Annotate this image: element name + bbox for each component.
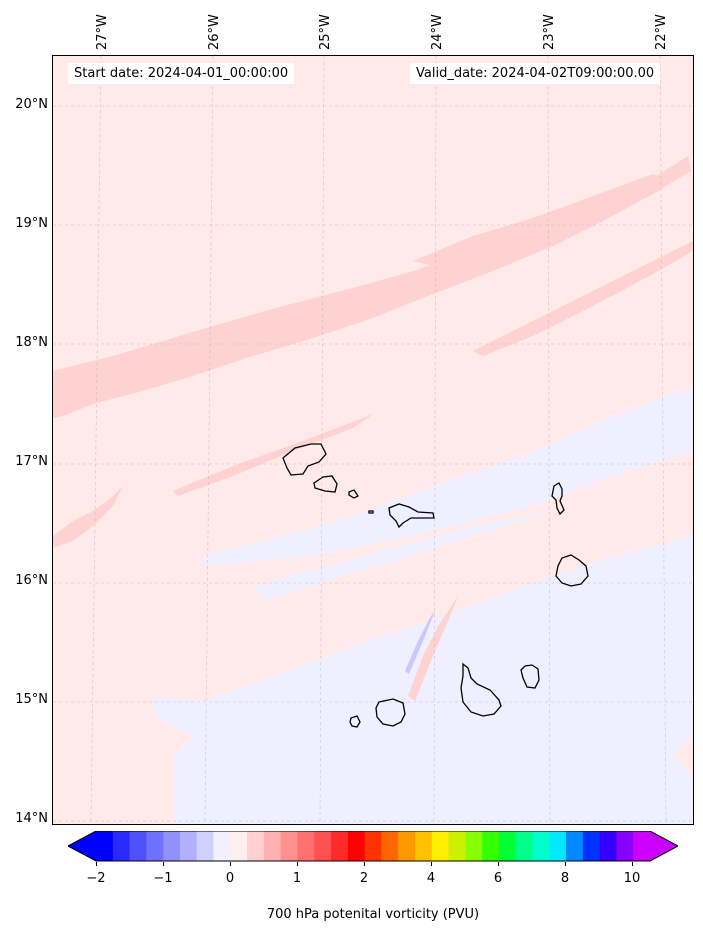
colorbar-segment: [431, 831, 450, 861]
pv-band-upper: [413, 174, 663, 266]
colorbar-tick-label: 4: [426, 871, 436, 886]
pv-band-secondary: [473, 241, 693, 356]
colorbar-under-triangle: [68, 831, 96, 861]
colorbar-segment: [448, 831, 466, 861]
island-raso: [368, 510, 374, 514]
colorbar-segment: [112, 831, 131, 861]
island-santo-antao: [282, 443, 327, 476]
colorbar-tick-label: 8: [560, 871, 570, 886]
colorbar-segment: [263, 831, 282, 861]
colorbar-tickmark: [632, 862, 633, 866]
island-santiago: [460, 662, 502, 717]
colorbar-tick-label: 6: [493, 871, 503, 886]
lat-label-20n: 20°N: [15, 97, 48, 112]
lat-label-14n: 14°N: [15, 811, 48, 826]
colorbar-segment: [465, 831, 483, 861]
island-boa-vista: [555, 554, 589, 587]
colorbar: [68, 831, 678, 862]
colorbar-segment: [297, 831, 315, 861]
colorbar-segment: [163, 831, 181, 861]
colorbar-tick-label: 0: [225, 871, 235, 886]
colorbar-segment: [549, 831, 567, 861]
island-brava: [349, 715, 361, 728]
lon-label-23w: 23°W: [542, 14, 557, 50]
colorbar-segment: [414, 831, 433, 861]
pv-filament-blue: [405, 611, 435, 674]
lat-label-19n: 19°N: [15, 216, 48, 231]
colorbar-tickmark: [498, 862, 499, 866]
colorbar-outline: [68, 831, 678, 862]
colorbar-segment: [213, 831, 231, 861]
lon-label-27w: 27°W: [95, 14, 110, 50]
island-sao-nicolau: [388, 503, 435, 529]
lat-label-15n: 15°N: [15, 692, 48, 707]
lon-label-25w: 25°W: [318, 14, 333, 50]
colorbar-segment: [146, 831, 164, 861]
colorbar-tickmark: [230, 862, 231, 866]
island-fogo: [375, 698, 406, 727]
colorbar-tickmark: [96, 862, 97, 866]
colorbar-segment: [347, 831, 366, 861]
lat-label-18n: 18°N: [15, 335, 48, 350]
island-santa-luzia: [348, 489, 359, 499]
colorbar-tickmark: [431, 862, 432, 866]
colorbar-segment: [498, 831, 517, 861]
colorbar-segment: [482, 831, 500, 861]
island-sal: [551, 482, 565, 516]
colorbar-segment: [331, 831, 349, 861]
colorbar-segment: [129, 831, 147, 861]
islands: [282, 443, 589, 728]
colorbar-segment: [179, 831, 198, 861]
island-sao-vicente: [313, 475, 338, 493]
colorbar-segment: [381, 831, 399, 861]
pv-band-mid: [173, 414, 373, 496]
colorbar-segment: [364, 831, 382, 861]
colorbar-tickmark: [565, 862, 566, 866]
colorbar-segment: [247, 831, 265, 861]
negative-pv-streak: [253, 511, 553, 601]
colorbar-segment: [566, 831, 584, 861]
valid-date-label: Valid_date: 2024-04-02T09:00:00.00: [410, 63, 661, 84]
colorbar-segment: [196, 831, 215, 861]
colorbar-tick-label: −1: [153, 871, 173, 886]
lon-label-26w: 26°W: [207, 14, 222, 50]
colorbar-tickmark: [163, 862, 164, 866]
colorbar-segment: [314, 831, 332, 861]
lon-label-22w: 22°W: [654, 14, 669, 50]
lon-label-24w: 24°W: [430, 14, 445, 50]
colorbar-segment: [515, 831, 533, 861]
lat-label-17n: 17°N: [15, 454, 48, 469]
lat-label-16n: 16°N: [15, 573, 48, 588]
negative-pv-region: [153, 386, 693, 824]
colorbar-segment: [582, 831, 601, 861]
graticule: [53, 56, 693, 824]
colorbar-label: 700 hPa potenital vorticity (PVU): [266, 907, 480, 922]
colorbar-segment: [230, 831, 248, 861]
colorbar-tick-label: −2: [86, 871, 106, 886]
colorbar-segment: [532, 831, 550, 861]
colorbar-segment: [633, 831, 651, 861]
colorbar-tick-label: 1: [292, 871, 302, 886]
pv-filament: [408, 596, 458, 701]
colorbar-over-triangle: [650, 831, 678, 861]
colorbar-segment: [96, 831, 114, 861]
colorbar-segment: [280, 831, 298, 861]
colorbar-segment: [616, 831, 634, 861]
colorbar-tickmark: [364, 862, 365, 866]
start-date-label: Start date: 2024-04-01_00:00:00: [68, 63, 295, 84]
colorbar-tick-label: 10: [623, 871, 641, 886]
colorbar-tickmark: [297, 862, 298, 866]
colorbar-tick-label: 2: [359, 871, 369, 886]
colorbar-segment: [599, 831, 617, 861]
colorbar-segment: [398, 831, 416, 861]
map-canvas: [53, 56, 693, 824]
pv-band-main: [53, 156, 691, 418]
pv-band-left: [53, 486, 123, 548]
map-panel: [52, 55, 694, 825]
island-maio: [520, 664, 540, 689]
